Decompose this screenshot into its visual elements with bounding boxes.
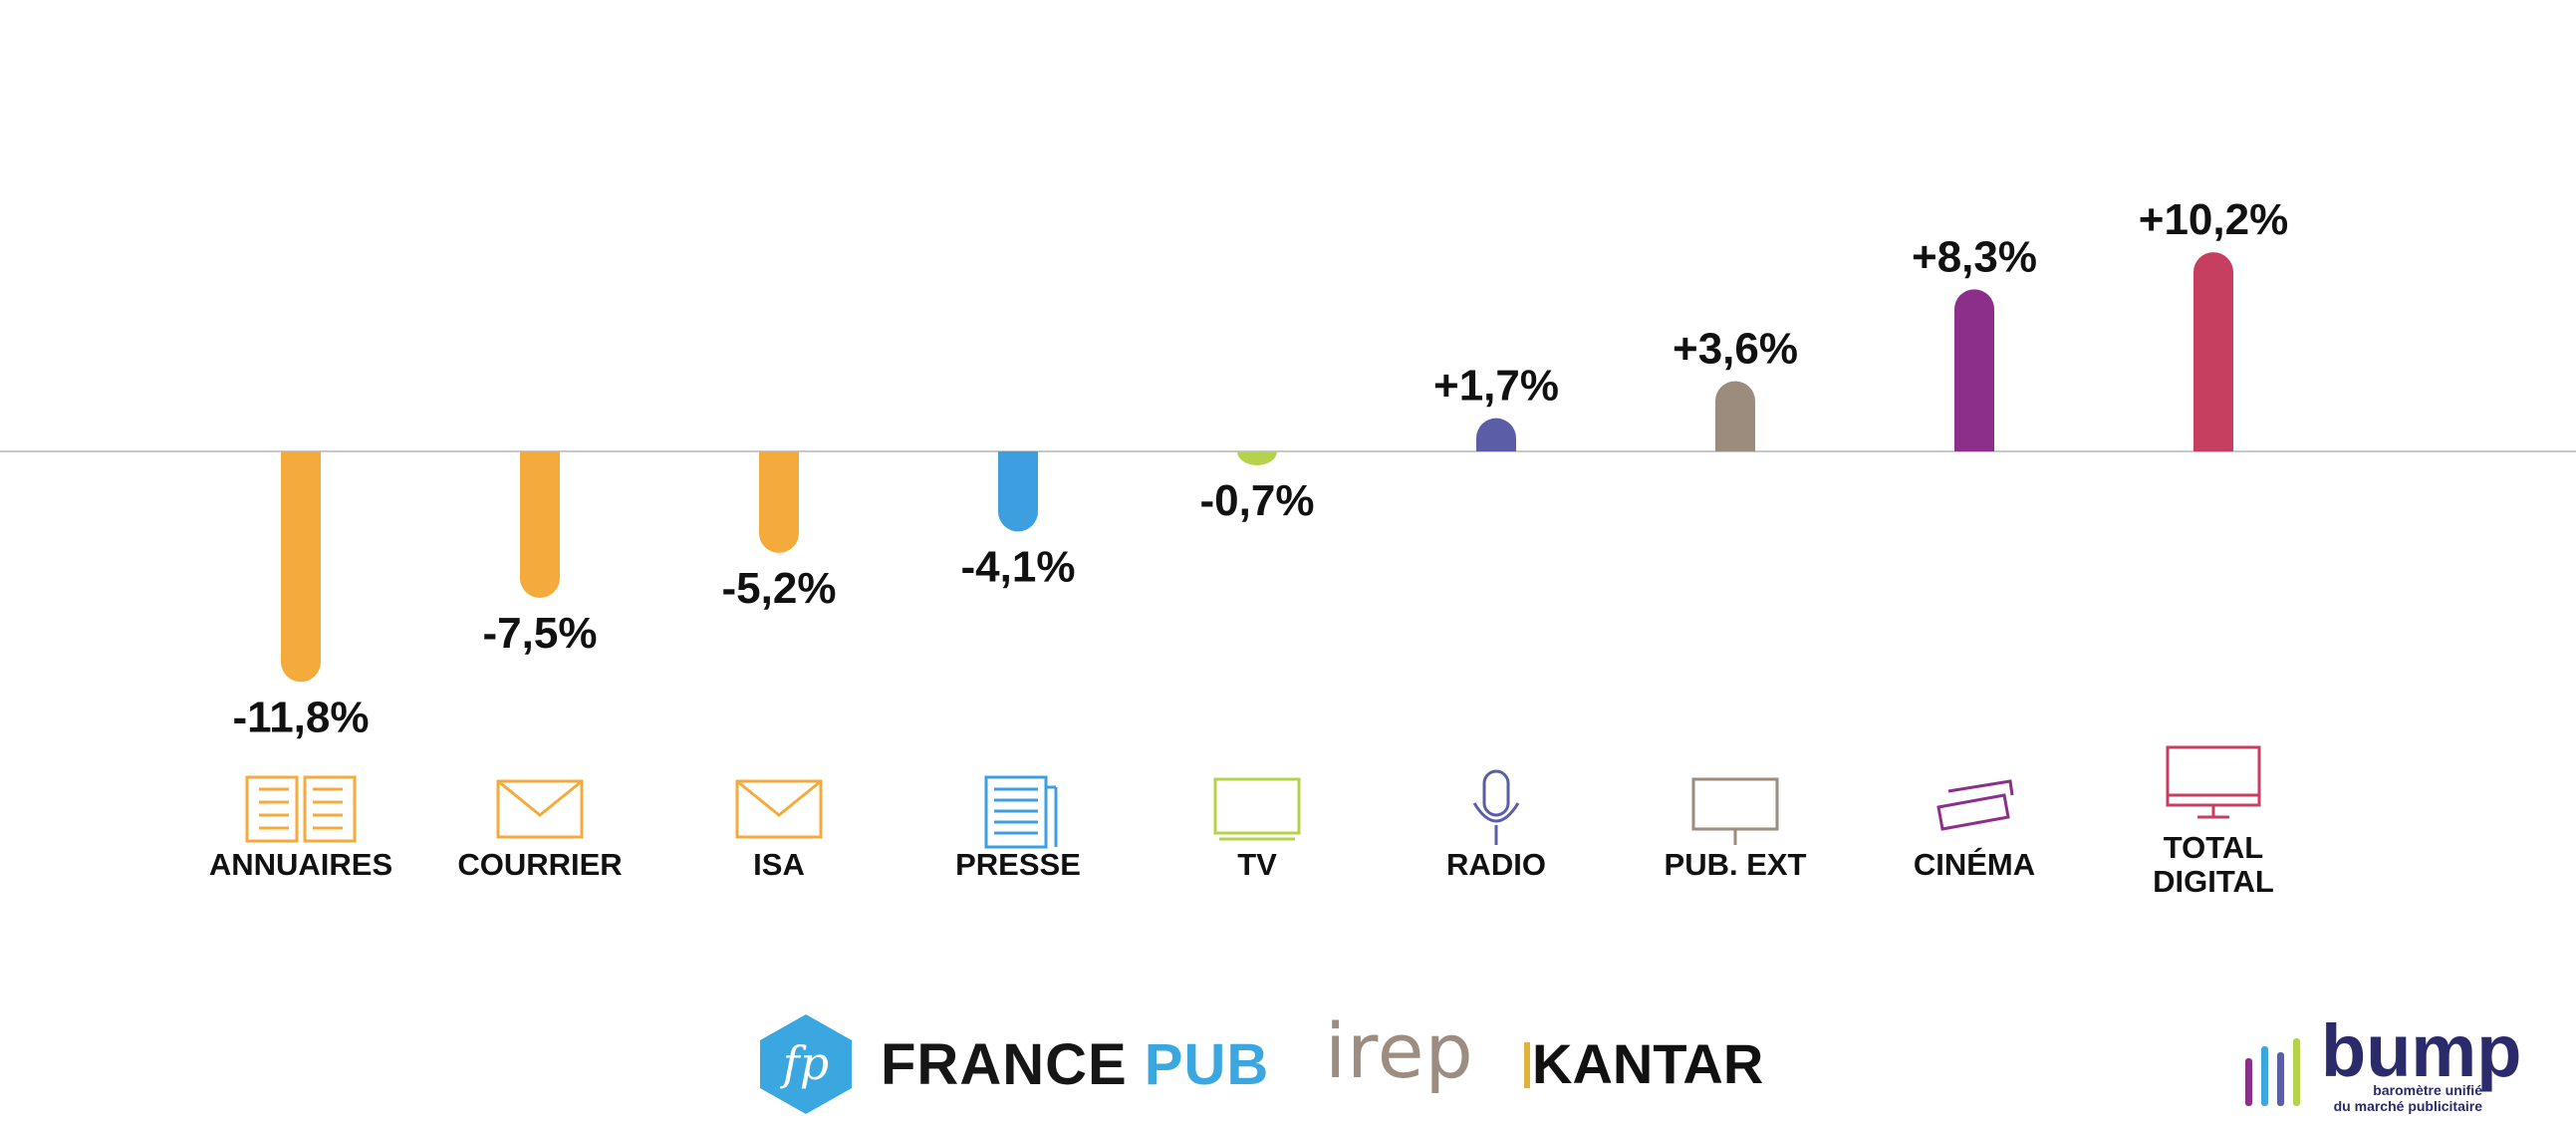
logo-strip: fp FRANCE PUB irep KANTAR bump baromètre… bbox=[0, 986, 2576, 1116]
bar-3 bbox=[759, 451, 799, 553]
value-label: +3,6% bbox=[1673, 324, 1798, 373]
bar-8 bbox=[1954, 289, 1994, 451]
tv-icon bbox=[1213, 777, 1301, 841]
bump-logo: bump baromètre unifié du marché publicit… bbox=[2241, 1009, 2540, 1126]
france-pub-word-2: PUB bbox=[1144, 1031, 1270, 1097]
category-label: RADIO bbox=[1446, 847, 1546, 882]
value-label: -0,7% bbox=[1200, 476, 1315, 525]
bump-wordmark: bump bbox=[2321, 1009, 2522, 1092]
value-label: +10,2% bbox=[2139, 195, 2288, 244]
envelope-icon bbox=[496, 779, 584, 839]
bar-9 bbox=[2193, 252, 2233, 451]
value-label: -4,1% bbox=[961, 542, 1076, 591]
bar-1 bbox=[281, 451, 321, 683]
france-pub-logo: fp FRANCE PUB bbox=[757, 1012, 1269, 1116]
monitor-icon bbox=[2166, 745, 2261, 819]
bar-5 bbox=[1237, 451, 1277, 465]
bar-6 bbox=[1476, 418, 1516, 451]
kantar-accent-bar bbox=[1524, 1042, 1530, 1088]
kantar-logo: KANTAR bbox=[1524, 1031, 1763, 1096]
value-label: +1,7% bbox=[1433, 362, 1559, 411]
category-label: DIGITAL bbox=[2153, 864, 2274, 897]
category-label: PRESSE bbox=[955, 847, 1081, 882]
bump-bars-icon bbox=[2245, 1038, 2300, 1106]
category-label: COURRIER bbox=[457, 847, 622, 882]
book-icon bbox=[245, 775, 357, 843]
microphone-icon bbox=[1472, 769, 1520, 845]
category-label: TOTAL bbox=[2164, 830, 2263, 865]
bar-2 bbox=[520, 451, 560, 598]
category-label: CINÉMA bbox=[1914, 847, 2035, 882]
france-pub-mark: fp bbox=[780, 1036, 829, 1090]
category-label: TV bbox=[1237, 847, 1277, 882]
category-label: PUB. EXT bbox=[1665, 847, 1807, 882]
newspaper-icon bbox=[984, 775, 1058, 849]
ticket-icon bbox=[1936, 779, 2014, 831]
france-pub-wordmark: FRANCE PUB bbox=[881, 1031, 1269, 1098]
france-pub-word-1: FRANCE bbox=[881, 1031, 1128, 1097]
value-label: +8,3% bbox=[1912, 232, 2037, 281]
bump-tagline-line-1: baromètre unifié bbox=[2373, 1082, 2482, 1098]
bar-chart: -11,8% ANNUAIRES -7,5% COURRIER -5,2% ISA -4,1… bbox=[0, 195, 2576, 897]
bar-4 bbox=[998, 451, 1038, 532]
france-pub-hexagon-icon: fp bbox=[760, 1014, 852, 1114]
envelope-icon bbox=[735, 779, 823, 839]
billboard-icon bbox=[1691, 777, 1779, 845]
category-label: ANNUAIRES bbox=[209, 847, 392, 882]
bump-tagline-line-2: du marché publicitaire bbox=[2333, 1098, 2482, 1114]
value-label: -7,5% bbox=[483, 609, 598, 658]
bar-7 bbox=[1715, 381, 1755, 451]
irep-logo: irep bbox=[1325, 1006, 1474, 1095]
kantar-text: KANTAR bbox=[1532, 1032, 1764, 1095]
category-label: ISA bbox=[753, 847, 805, 882]
value-label: -5,2% bbox=[722, 564, 837, 613]
bump-tagline: baromètre unifié du marché publicitaire bbox=[2333, 1082, 2482, 1114]
value-label: -11,8% bbox=[233, 693, 370, 741]
